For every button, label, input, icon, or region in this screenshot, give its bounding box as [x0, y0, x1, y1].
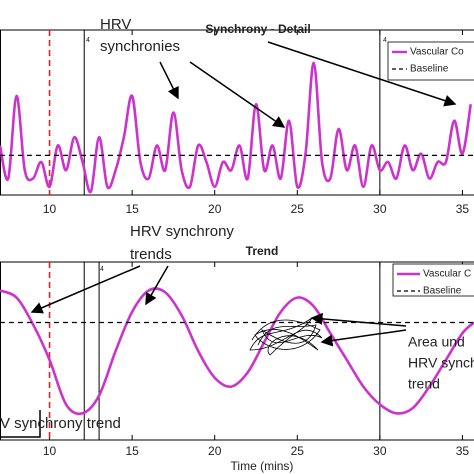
x-tick-label: 35	[456, 444, 470, 458]
x-tick-label: 20	[208, 444, 222, 458]
annotation: HRV	[100, 16, 131, 33]
x-tick-label: 10	[43, 202, 57, 216]
series-line	[0, 61, 472, 194]
x-tick-label: 35	[456, 202, 470, 216]
annotation: V synchrony trend	[0, 415, 121, 432]
annotation: 4	[100, 266, 104, 273]
x-tick-label: 25	[291, 444, 305, 458]
chart-layer: 10 15 20 25 30 35 Synchrony - Detail Vascular C…	[0, 22, 474, 473]
chart-title: Synchrony - Detail	[205, 22, 310, 36]
legend-label: Baseline	[410, 64, 449, 75]
series-line	[0, 287, 474, 416]
plot-frame	[0, 261, 474, 441]
legend-label: Vascular C	[423, 269, 471, 280]
annotation: 4	[383, 37, 387, 44]
annotation: trend	[408, 376, 440, 392]
annotation: 4	[86, 37, 90, 44]
plot-frame	[0, 29, 474, 196]
legend-box	[387, 41, 474, 81]
x-tick-label: 10	[43, 444, 57, 458]
annotation: HRV synch	[408, 355, 474, 371]
arrows	[30, 41, 457, 347]
x-tick-label: 25	[291, 202, 305, 216]
x-tick-label: 20	[208, 202, 222, 216]
bracket	[0, 410, 41, 438]
annotation: synchronies	[100, 38, 180, 55]
x-tick-label: 30	[373, 444, 387, 458]
legend-label: Vascular Co	[410, 47, 464, 58]
legend-label: Baseline	[423, 286, 462, 297]
x-tick-label: 15	[125, 202, 139, 216]
annotation: HRV synchrony	[130, 223, 234, 240]
x-axis-label: Time (mins)	[231, 459, 294, 473]
annotation: Area und	[408, 334, 465, 350]
x-tick-label: 15	[125, 444, 139, 458]
annotation: trends	[130, 246, 172, 263]
chart-title: Trend	[246, 244, 279, 258]
x-tick-label: 30	[373, 202, 387, 216]
